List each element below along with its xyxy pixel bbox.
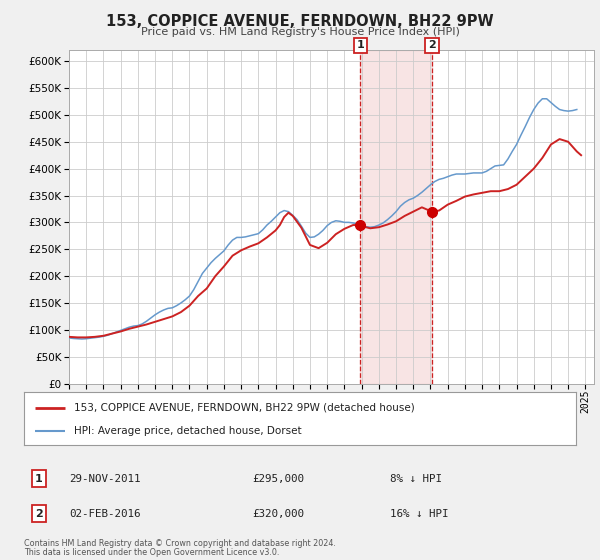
Text: 8% ↓ HPI: 8% ↓ HPI [390, 474, 442, 484]
Text: £320,000: £320,000 [252, 508, 304, 519]
Text: Price paid vs. HM Land Registry's House Price Index (HPI): Price paid vs. HM Land Registry's House … [140, 27, 460, 37]
Text: 2: 2 [428, 40, 436, 50]
Text: 153, COPPICE AVENUE, FERNDOWN, BH22 9PW (detached house): 153, COPPICE AVENUE, FERNDOWN, BH22 9PW … [74, 403, 415, 413]
Text: 153, COPPICE AVENUE, FERNDOWN, BH22 9PW: 153, COPPICE AVENUE, FERNDOWN, BH22 9PW [106, 14, 494, 29]
Text: 02-FEB-2016: 02-FEB-2016 [69, 508, 140, 519]
Text: This data is licensed under the Open Government Licence v3.0.: This data is licensed under the Open Gov… [24, 548, 280, 557]
Text: 16% ↓ HPI: 16% ↓ HPI [390, 508, 449, 519]
Text: 2: 2 [35, 508, 43, 519]
Bar [360, 50, 432, 384]
Text: Contains HM Land Registry data © Crown copyright and database right 2024.: Contains HM Land Registry data © Crown c… [24, 539, 336, 548]
Text: 1: 1 [356, 40, 364, 50]
Text: HPI: Average price, detached house, Dorset: HPI: Average price, detached house, Dors… [74, 426, 301, 436]
Text: 1: 1 [35, 474, 43, 484]
Text: 29-NOV-2011: 29-NOV-2011 [69, 474, 140, 484]
Text: £295,000: £295,000 [252, 474, 304, 484]
